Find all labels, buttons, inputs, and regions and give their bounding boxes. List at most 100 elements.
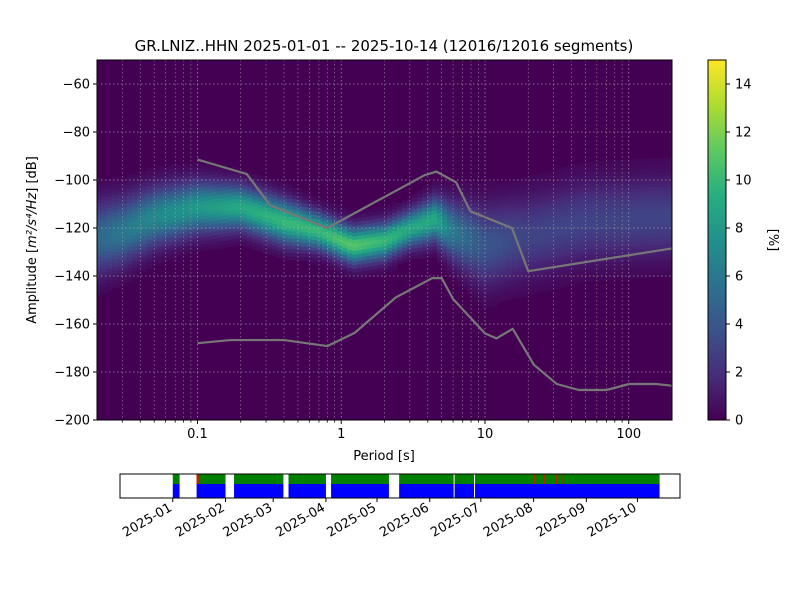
density-cell — [432, 253, 438, 258]
density-cell — [217, 237, 223, 242]
density-cell — [312, 210, 318, 215]
density-cell — [627, 231, 633, 236]
density-cell — [307, 221, 313, 226]
density-cell — [597, 208, 603, 213]
density-cell — [132, 271, 138, 276]
density-cell — [637, 274, 643, 279]
density-cell — [177, 186, 183, 191]
density-cell — [627, 170, 633, 175]
density-cell — [122, 270, 128, 275]
density-cell — [507, 227, 513, 232]
density-cell — [517, 207, 523, 212]
colorbar-tick-label: 10 — [735, 174, 752, 189]
density-cell — [227, 203, 233, 208]
density-cell — [327, 237, 333, 242]
density-cell — [107, 236, 113, 241]
density-cell — [222, 222, 228, 227]
density-cell — [122, 249, 128, 254]
density-cell — [512, 215, 518, 220]
density-cell — [582, 230, 588, 235]
density-cell — [267, 236, 273, 241]
density-cell — [297, 245, 303, 250]
density-cell — [542, 204, 548, 209]
density-cell — [502, 293, 508, 298]
density-cell — [492, 205, 498, 210]
density-cell — [292, 238, 298, 243]
density-cell — [637, 213, 643, 217]
density-cell — [642, 273, 648, 278]
density-cell — [517, 243, 523, 248]
density-cell — [507, 263, 513, 268]
density-cell — [427, 192, 433, 197]
density-cell — [547, 282, 553, 287]
density-cell — [222, 186, 228, 191]
density-cell — [607, 200, 613, 205]
density-cell — [252, 173, 258, 178]
density-cell — [577, 195, 583, 200]
timeline-bars — [120, 474, 680, 498]
density-cell — [597, 272, 603, 277]
density-cell — [577, 188, 583, 193]
density-cell — [357, 271, 363, 276]
density-cell — [437, 180, 443, 185]
density-cell — [547, 253, 553, 258]
density-cell — [347, 260, 353, 265]
density-cell — [632, 227, 638, 232]
density-cell — [502, 196, 508, 201]
density-cell — [562, 188, 568, 193]
timeline-date-ticks: 2025-012025-022025-032025-042025-052025-… — [120, 498, 639, 541]
density-cell — [102, 250, 108, 255]
density-cell — [162, 167, 168, 172]
density-cell — [397, 242, 403, 247]
density-cell — [497, 243, 503, 248]
density-cell — [112, 208, 118, 213]
density-cell — [262, 180, 268, 185]
density-cell — [277, 243, 283, 248]
density-cell — [302, 249, 308, 254]
density-cell — [647, 183, 653, 188]
density-cell — [577, 264, 583, 269]
density-cell — [492, 259, 498, 264]
density-cell — [332, 228, 338, 233]
density-cell — [107, 186, 113, 191]
density-cell — [462, 188, 468, 193]
density-cell — [262, 238, 268, 243]
density-cell — [407, 248, 413, 253]
density-cell — [117, 263, 123, 268]
density-cell — [102, 260, 108, 265]
density-cell — [447, 259, 453, 264]
density-cell — [587, 240, 593, 245]
density-cell — [437, 191, 443, 196]
density-cell — [652, 204, 658, 209]
density-cell — [167, 180, 173, 185]
density-cell — [212, 209, 218, 214]
density-cell — [457, 232, 463, 237]
density-cell — [487, 246, 493, 251]
density-cell — [427, 235, 433, 240]
density-cell — [637, 195, 643, 199]
density-cell — [317, 218, 323, 223]
timeline-tick-label: 2025-05 — [324, 500, 379, 540]
density-cell — [502, 286, 508, 291]
density-cell — [477, 291, 483, 296]
density-cell — [307, 228, 313, 233]
density-cell — [477, 201, 483, 206]
density-cell — [117, 277, 123, 282]
density-cell — [137, 203, 143, 208]
density-cell — [507, 248, 513, 253]
density-cell — [477, 226, 483, 231]
density-cell — [507, 230, 513, 235]
density-cell — [317, 261, 323, 266]
density-cell — [142, 221, 148, 226]
density-cell — [497, 222, 503, 227]
density-cell — [232, 166, 238, 171]
density-cell — [222, 200, 228, 205]
density-cell — [467, 190, 473, 195]
density-cell — [267, 182, 273, 187]
density-cell — [582, 165, 588, 170]
density-cell — [502, 271, 508, 276]
density-cell — [242, 213, 248, 218]
density-cell — [292, 249, 298, 254]
density-cell — [367, 259, 373, 264]
density-cell — [227, 185, 233, 190]
